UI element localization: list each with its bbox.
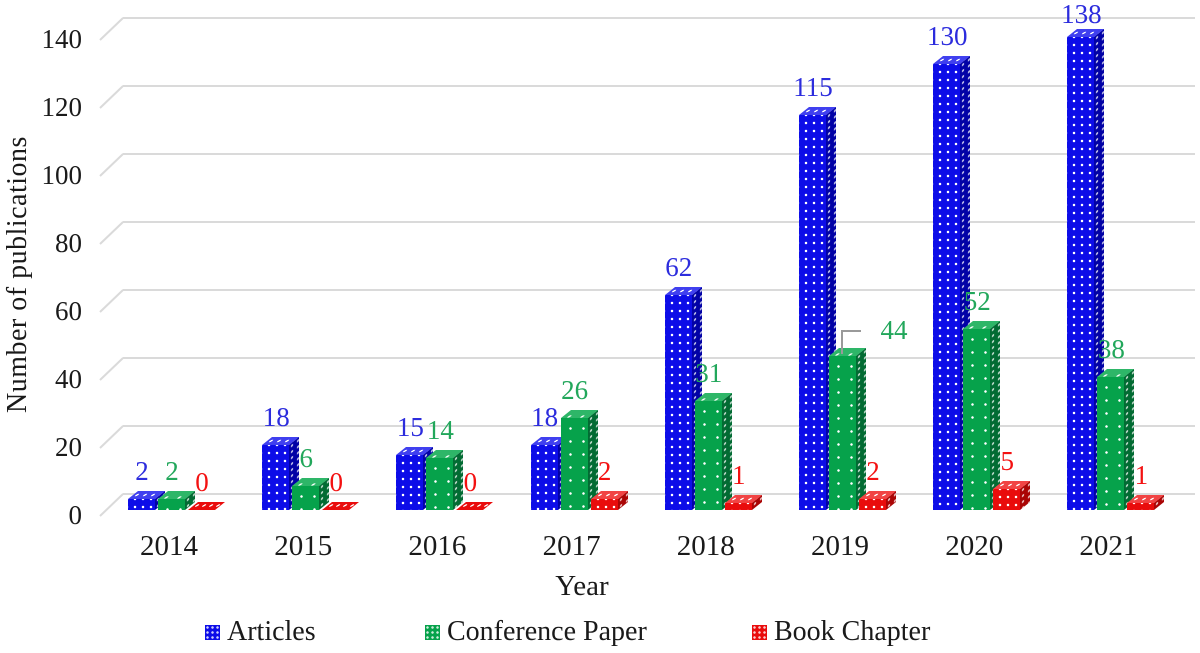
bar-articles-2021-front	[1067, 36, 1095, 510]
gridline	[123, 17, 1195, 19]
gridline	[123, 425, 1195, 427]
bar-conference-paper-2020-front	[963, 329, 991, 510]
bar-conference-paper-2020-side	[990, 321, 1001, 510]
value-label: 18	[262, 401, 290, 432]
x-tick-label: 2014	[140, 530, 198, 562]
value-label: 2	[866, 456, 880, 487]
bar-articles-2016-front	[396, 455, 424, 510]
y-tick-label: 60	[55, 296, 82, 326]
y-tick-label: 140	[41, 24, 83, 54]
bar-conference-paper-2017-front	[560, 417, 588, 510]
y-tick-label: 80	[55, 228, 82, 258]
conference-paper-swatch-icon	[425, 624, 440, 640]
callout-leader-line	[841, 330, 861, 355]
value-label: 1	[1134, 459, 1149, 490]
bar-conference-paper-2015-front	[292, 485, 320, 510]
bar-articles-2017-front	[530, 444, 558, 510]
gridline	[123, 493, 1195, 495]
value-label: 6	[299, 442, 313, 473]
bar-conference-paper-2021-side	[1124, 368, 1135, 510]
value-label: 5	[1000, 446, 1014, 476]
legend-label-articles: Articles	[227, 616, 316, 647]
value-label: 2	[165, 456, 179, 487]
x-tick-label: 2018	[676, 530, 735, 562]
value-label: 1	[732, 459, 746, 490]
x-tick-label: 2017	[542, 530, 601, 562]
bar-conference-paper-2014-front	[158, 499, 185, 510]
x-axis-title: Year	[555, 570, 609, 602]
bar-book-chapter-2017-front	[590, 499, 618, 510]
articles-swatch-icon	[205, 624, 220, 640]
y-tick-label: 120	[41, 92, 83, 122]
book-chapter-swatch-icon	[752, 624, 767, 640]
x-tick-label: 2015	[274, 530, 333, 562]
gridline-depth-segment	[99, 289, 124, 313]
bar-articles-2018-front	[664, 295, 692, 510]
gridline-depth-segment	[99, 493, 124, 517]
bar-book-chapter-2020-front	[993, 489, 1021, 510]
y-tick-label: 0	[68, 500, 83, 530]
gridline	[123, 357, 1195, 359]
x-tick-label: 2019	[811, 530, 869, 562]
value-label: 62	[665, 252, 693, 283]
bar-articles-2014-front	[128, 499, 155, 510]
bar-book-chapter-2016-flat	[456, 502, 494, 510]
legend-label-conference-paper: Conference Paper	[447, 616, 647, 647]
bar-book-chapter-2014-flat	[188, 502, 225, 510]
bar-conference-paper-2018-front	[694, 400, 722, 510]
bar-conference-paper-2021-front	[1097, 376, 1125, 510]
value-label: 52	[963, 286, 991, 317]
value-label: 0	[329, 467, 343, 497]
y-tick-label: 40	[55, 364, 82, 394]
x-tick-label: 2016	[408, 530, 467, 562]
value-label: 115	[793, 72, 833, 102]
x-tick-label: 2020	[945, 530, 1004, 562]
bar-conference-paper-2019-front	[829, 356, 856, 510]
legend-item-articles: Articles	[205, 616, 316, 648]
value-label: 0	[195, 467, 209, 497]
bar-book-chapter-2021-front	[1127, 502, 1155, 510]
bar-articles-2020-front	[933, 64, 961, 510]
gridline	[123, 153, 1195, 155]
value-label: 2	[597, 456, 612, 487]
value-label: 15	[396, 412, 424, 442]
gridline-depth-segment	[99, 153, 124, 177]
y-tick-label: 100	[41, 160, 83, 190]
value-label: 26	[561, 374, 589, 405]
gridline	[123, 221, 1195, 223]
bar-book-chapter-2019-front	[859, 499, 886, 510]
legend-label-book-chapter: Book Chapter	[774, 616, 931, 647]
y-tick-label: 20	[55, 432, 82, 462]
gridline-depth-segment	[99, 17, 124, 41]
x-tick-label: 2021	[1079, 530, 1138, 562]
value-label: 0	[463, 467, 478, 497]
gridline	[123, 85, 1195, 87]
value-label: 18	[531, 401, 559, 432]
value-label: 2	[135, 456, 149, 487]
legend: Articles Conference Paper Book Chapter	[0, 616, 1200, 652]
bar-articles-2019-front	[799, 115, 826, 510]
value-label: 14	[426, 415, 454, 446]
value-label: 31	[695, 357, 723, 388]
value-label: 130	[926, 21, 968, 51]
value-label: 44	[880, 315, 908, 346]
gridline-depth-segment	[99, 357, 124, 381]
legend-item-conference-paper: Conference Paper	[425, 616, 647, 648]
bar-book-chapter-2018-front	[724, 502, 752, 510]
bar-conference-paper-2016-front	[426, 458, 454, 510]
gridline-depth-segment	[99, 221, 124, 245]
bar-conference-paper-2019-side	[856, 348, 866, 510]
bar-conference-paper-2018-side	[721, 392, 732, 510]
bar-articles-2015-front	[262, 444, 290, 510]
value-label: 38	[1097, 333, 1125, 364]
value-label: 138	[1061, 0, 1102, 29]
gridline-depth-segment	[99, 425, 124, 449]
legend-item-book-chapter: Book Chapter	[752, 616, 930, 648]
gridline-depth-segment	[99, 85, 124, 109]
gridline	[123, 289, 1195, 291]
